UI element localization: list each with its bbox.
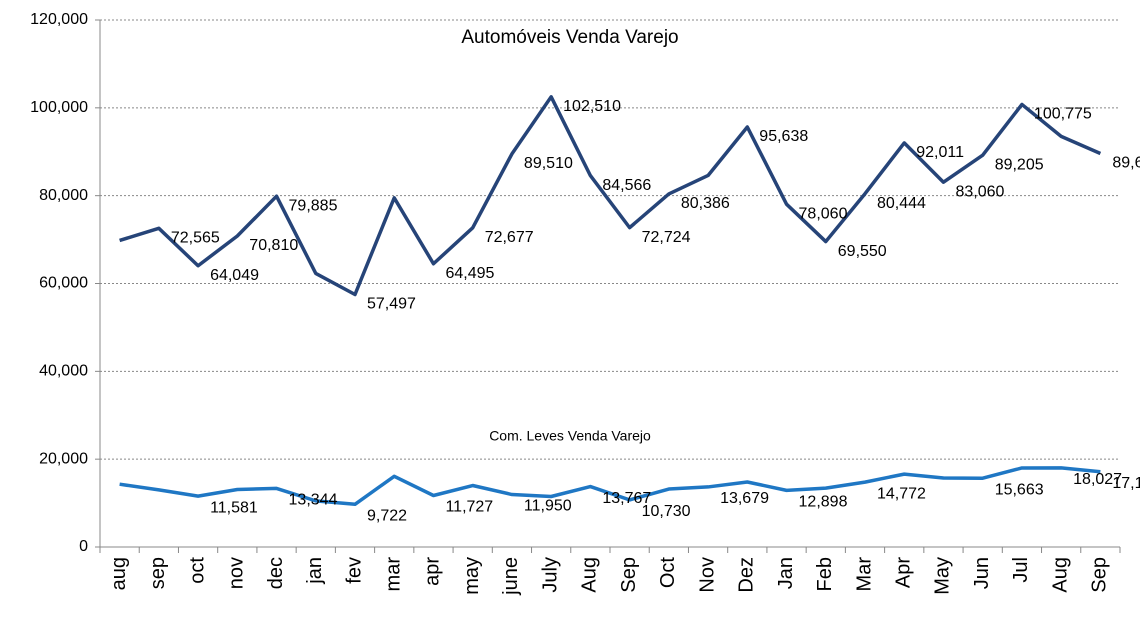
data-label: 102,510 <box>563 98 621 115</box>
x-tick-label: Aug <box>1049 557 1071 593</box>
x-tick-label: Mar <box>853 557 875 592</box>
x-tick-label: Feb <box>814 557 836 591</box>
x-tick-label: Oct <box>657 557 679 589</box>
data-label: 84,566 <box>602 177 651 194</box>
data-label: 13,679 <box>720 490 769 507</box>
data-label: 80,386 <box>681 195 730 212</box>
data-label: 64,049 <box>210 267 259 284</box>
y-tick-label: 60,000 <box>39 275 88 292</box>
x-tick-label: Apr <box>893 557 915 588</box>
data-label: 13,344 <box>289 492 338 509</box>
data-label: 78,060 <box>799 205 848 222</box>
data-label: 11,727 <box>445 499 493 516</box>
x-tick-label: Aug <box>579 557 601 593</box>
x-tick-label: Dez <box>736 557 758 593</box>
y-tick-label: 100,000 <box>30 99 88 116</box>
data-label: 17,145 <box>1112 475 1140 492</box>
data-label: 89,510 <box>524 155 573 172</box>
x-tick-label: mar <box>383 557 405 592</box>
data-label: 9,722 <box>367 508 407 525</box>
data-label: 70,810 <box>249 237 298 254</box>
data-label: 95,638 <box>759 128 808 145</box>
x-tick-label: Sep <box>618 557 640 593</box>
series-line <box>119 466 1101 507</box>
series-title: Com. Leves Venda Varejo <box>489 428 651 444</box>
series-title: Automóveis Venda Varejo <box>461 27 678 48</box>
series-line <box>119 95 1102 297</box>
x-tick-label: fev <box>343 557 365 584</box>
data-label: 100,775 <box>1034 106 1092 123</box>
data-label: 72,724 <box>642 229 691 246</box>
x-tick-label: may <box>461 557 483 595</box>
data-label: 80,444 <box>877 195 926 212</box>
x-tick-label: aug <box>108 557 130 590</box>
data-label: 10,730 <box>642 503 691 520</box>
y-tick-label: 0 <box>79 538 88 555</box>
y-tick-label: 120,000 <box>30 11 88 28</box>
x-tick-label: July <box>539 557 561 593</box>
x-tick-label: Jun <box>971 557 993 589</box>
x-tick-label: oct <box>186 557 208 584</box>
data-label: 57,497 <box>367 296 416 313</box>
data-label: 92,011 <box>916 144 964 161</box>
data-label: 72,565 <box>171 230 220 247</box>
x-tick-label: apr <box>422 557 444 586</box>
x-tick-label: nov <box>226 557 248 589</box>
data-label: 89,605 <box>1112 155 1140 172</box>
x-tick-label: May <box>932 557 954 595</box>
data-label: 11,950 <box>524 498 572 515</box>
data-label: 11,581 <box>210 499 258 516</box>
data-label: 13,767 <box>602 490 651 507</box>
x-tick-label: Jan <box>775 557 797 589</box>
y-tick-label: 20,000 <box>39 450 88 467</box>
x-tick-label: jan <box>304 557 326 585</box>
x-tick-label: Nov <box>696 557 718 593</box>
data-label: 69,550 <box>838 243 887 260</box>
data-label: 64,495 <box>445 265 494 282</box>
data-label: 79,885 <box>289 197 338 214</box>
x-tick-label: Sep <box>1089 557 1111 593</box>
x-tick-label: sep <box>147 557 169 589</box>
data-label: 15,663 <box>995 481 1044 498</box>
x-tick-label: june <box>500 557 522 596</box>
x-tick-label: Jul <box>1010 557 1032 583</box>
data-label: 89,205 <box>995 156 1044 173</box>
y-tick-label: 40,000 <box>39 363 88 380</box>
data-label: 12,898 <box>799 494 848 511</box>
data-label: 83,060 <box>955 183 1004 200</box>
data-label: 14,772 <box>877 485 926 502</box>
data-label: 72,677 <box>485 229 534 246</box>
x-tick-label: dec <box>265 557 287 589</box>
data-label: 18,027 <box>1073 471 1122 488</box>
y-tick-label: 80,000 <box>39 187 88 204</box>
